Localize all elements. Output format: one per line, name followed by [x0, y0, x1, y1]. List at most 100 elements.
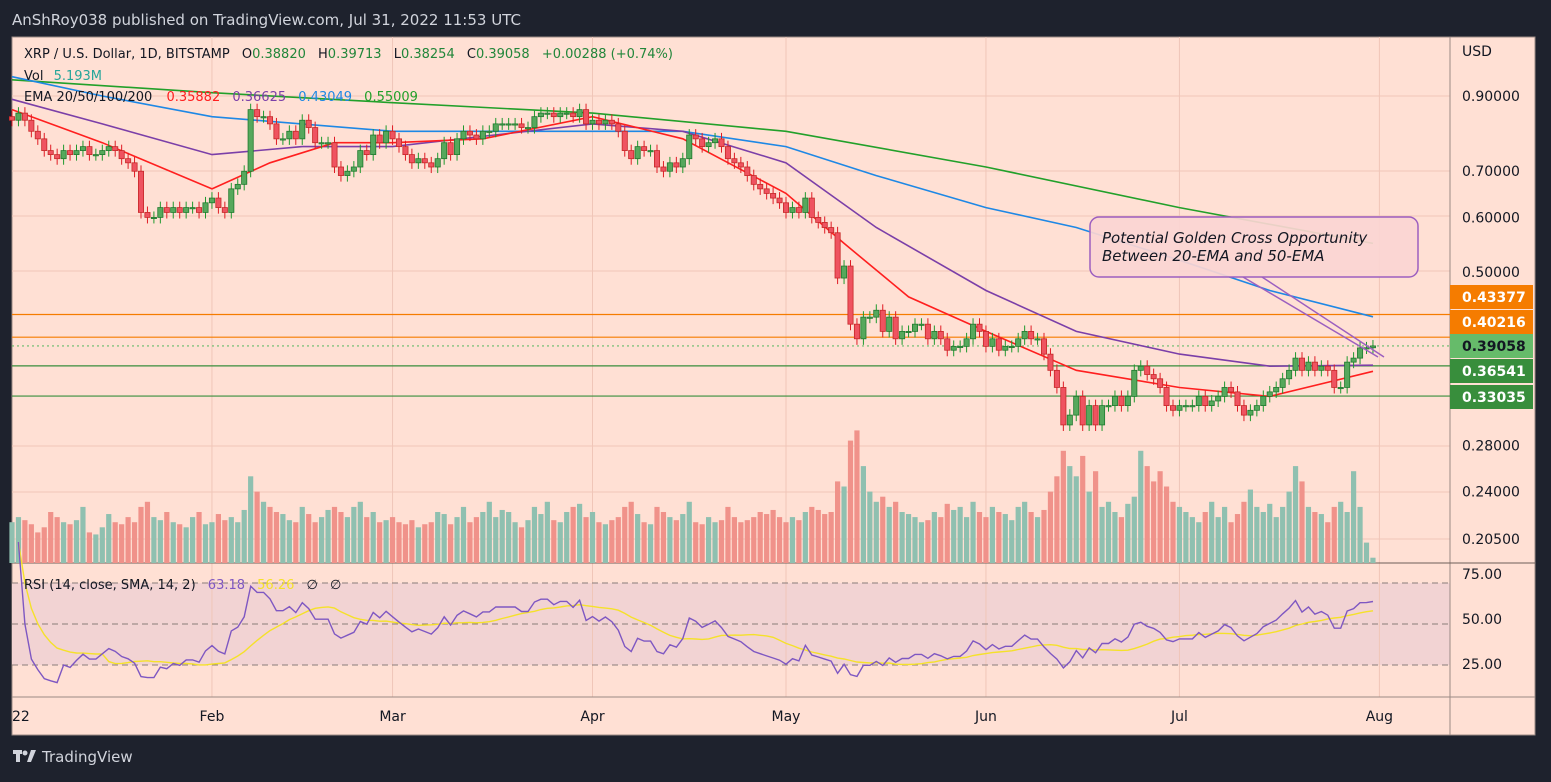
volume-bar	[338, 512, 344, 563]
volume-bar	[312, 522, 318, 563]
candle-body	[602, 119, 609, 125]
candle-body	[137, 170, 144, 213]
volume-bar	[641, 522, 647, 563]
volume-bar	[1267, 503, 1273, 563]
candle-body	[679, 158, 686, 168]
volume-bar	[1112, 512, 1118, 563]
candle-body	[1266, 391, 1273, 397]
candle-body	[215, 197, 222, 208]
candle-body	[60, 150, 67, 160]
volume-bar	[1015, 506, 1021, 563]
currency-label[interactable]: USD	[1462, 44, 1492, 60]
candle-body	[260, 116, 267, 119]
volume-bar	[1183, 512, 1189, 563]
price-tick-label: 0.28000	[1462, 439, 1520, 455]
volume-bar	[1247, 489, 1253, 563]
horizontal-levels[interactable]	[12, 313, 1450, 397]
volume-bar	[454, 517, 460, 563]
candle-body	[428, 162, 435, 168]
candle-body	[395, 138, 402, 148]
candle-body	[718, 138, 725, 148]
volume-bar	[293, 522, 299, 563]
candle-body	[1357, 347, 1364, 359]
volume-legend[interactable]: Vol 5.193M	[24, 69, 102, 84]
candle-body	[163, 207, 170, 213]
rsi-legend[interactable]: RSI (14, close, SMA, 14, 2) 63.18 56.26 …	[24, 578, 341, 593]
volume-bar	[1125, 503, 1131, 563]
ema-legend[interactable]: EMA 20/50/100/200 0.35882 0.36625 0.4304…	[24, 90, 418, 105]
candle-body	[1350, 357, 1357, 363]
publisher-line: AnShRoy038 published on TradingView.com,…	[12, 11, 521, 29]
time-tick-label: Jun	[974, 709, 997, 725]
volume-bar	[551, 520, 557, 563]
volume-bar	[770, 509, 776, 563]
candle-body	[41, 138, 48, 151]
candle-body	[550, 112, 557, 118]
candle-body	[1324, 365, 1331, 371]
candle-body	[92, 154, 99, 157]
candle-body	[434, 158, 441, 168]
candle-body	[1144, 365, 1151, 375]
price-axis[interactable]: 0.90000 0.70000 0.60000 0.50000 0.28000 0.240…	[1462, 89, 1520, 548]
volume-bar	[254, 491, 260, 563]
volume-bar	[686, 501, 692, 563]
volume-bar	[402, 524, 409, 563]
candle-body	[208, 197, 215, 204]
volume-bar	[389, 517, 396, 563]
volume-bar	[635, 514, 641, 563]
tradingview-logo[interactable]: TradingView	[13, 748, 133, 766]
volume-bar	[306, 514, 312, 563]
candle-body	[1028, 330, 1035, 340]
volume-bar	[815, 509, 821, 563]
candle-body	[1111, 395, 1118, 407]
volume-bar	[776, 517, 783, 563]
price-tag-label: 0.40216	[1462, 315, 1526, 331]
golden-cross-callout[interactable]: Potential Golden Cross Opportunity Betwe…	[1089, 216, 1419, 358]
volume-bar	[1351, 471, 1357, 563]
volume-bar	[177, 524, 183, 563]
rsi-axis[interactable]: 75.00 50.00 25.00	[1462, 567, 1502, 673]
candle-body	[86, 146, 93, 156]
open-value: 0.38820	[252, 47, 306, 62]
time-axis[interactable]: 22 Feb Mar Apr May Jun Jul Aug	[12, 709, 1393, 725]
rsi-extra-1: ∅	[307, 578, 318, 593]
volume-bar	[673, 520, 679, 563]
candle-body	[499, 123, 506, 126]
volume-bar	[964, 517, 970, 563]
candle-body	[1008, 345, 1015, 348]
candle-body	[247, 109, 254, 172]
candle-body	[963, 338, 970, 347]
candle-body	[125, 158, 132, 164]
ema50-value: 0.36625	[232, 90, 286, 105]
candle-body	[583, 109, 590, 125]
candle-body	[937, 330, 944, 340]
price-tick-label: 0.60000	[1462, 210, 1520, 226]
volume-bar	[1118, 517, 1124, 563]
candle-body	[531, 116, 538, 128]
candle-body	[1215, 395, 1222, 402]
volume-bar	[460, 506, 467, 563]
symbol-title[interactable]: XRP / U.S. Dollar, 1D, BITSTAMP	[24, 47, 230, 62]
ema200-line	[11, 79, 1374, 245]
candle-body	[1195, 395, 1202, 407]
volume-bar	[809, 506, 815, 563]
volume-bar	[1215, 517, 1221, 563]
candle-body	[286, 130, 293, 140]
candle-body	[647, 150, 654, 153]
volume-bar	[41, 527, 47, 563]
open-label: O	[242, 47, 252, 62]
volume-bar	[357, 501, 363, 563]
candle-body	[634, 146, 641, 160]
volume-bar	[73, 520, 80, 563]
candle-body	[150, 216, 157, 219]
candle-body	[1253, 405, 1260, 411]
volume-bar	[1260, 512, 1266, 563]
candle-body	[905, 330, 912, 333]
candle-body	[815, 216, 822, 223]
volume-bar	[1151, 481, 1157, 563]
volume-bar	[93, 534, 99, 563]
volume-bar	[1157, 471, 1163, 563]
volume-bar	[364, 517, 370, 563]
price-tag-label: 0.39058	[1462, 339, 1526, 355]
